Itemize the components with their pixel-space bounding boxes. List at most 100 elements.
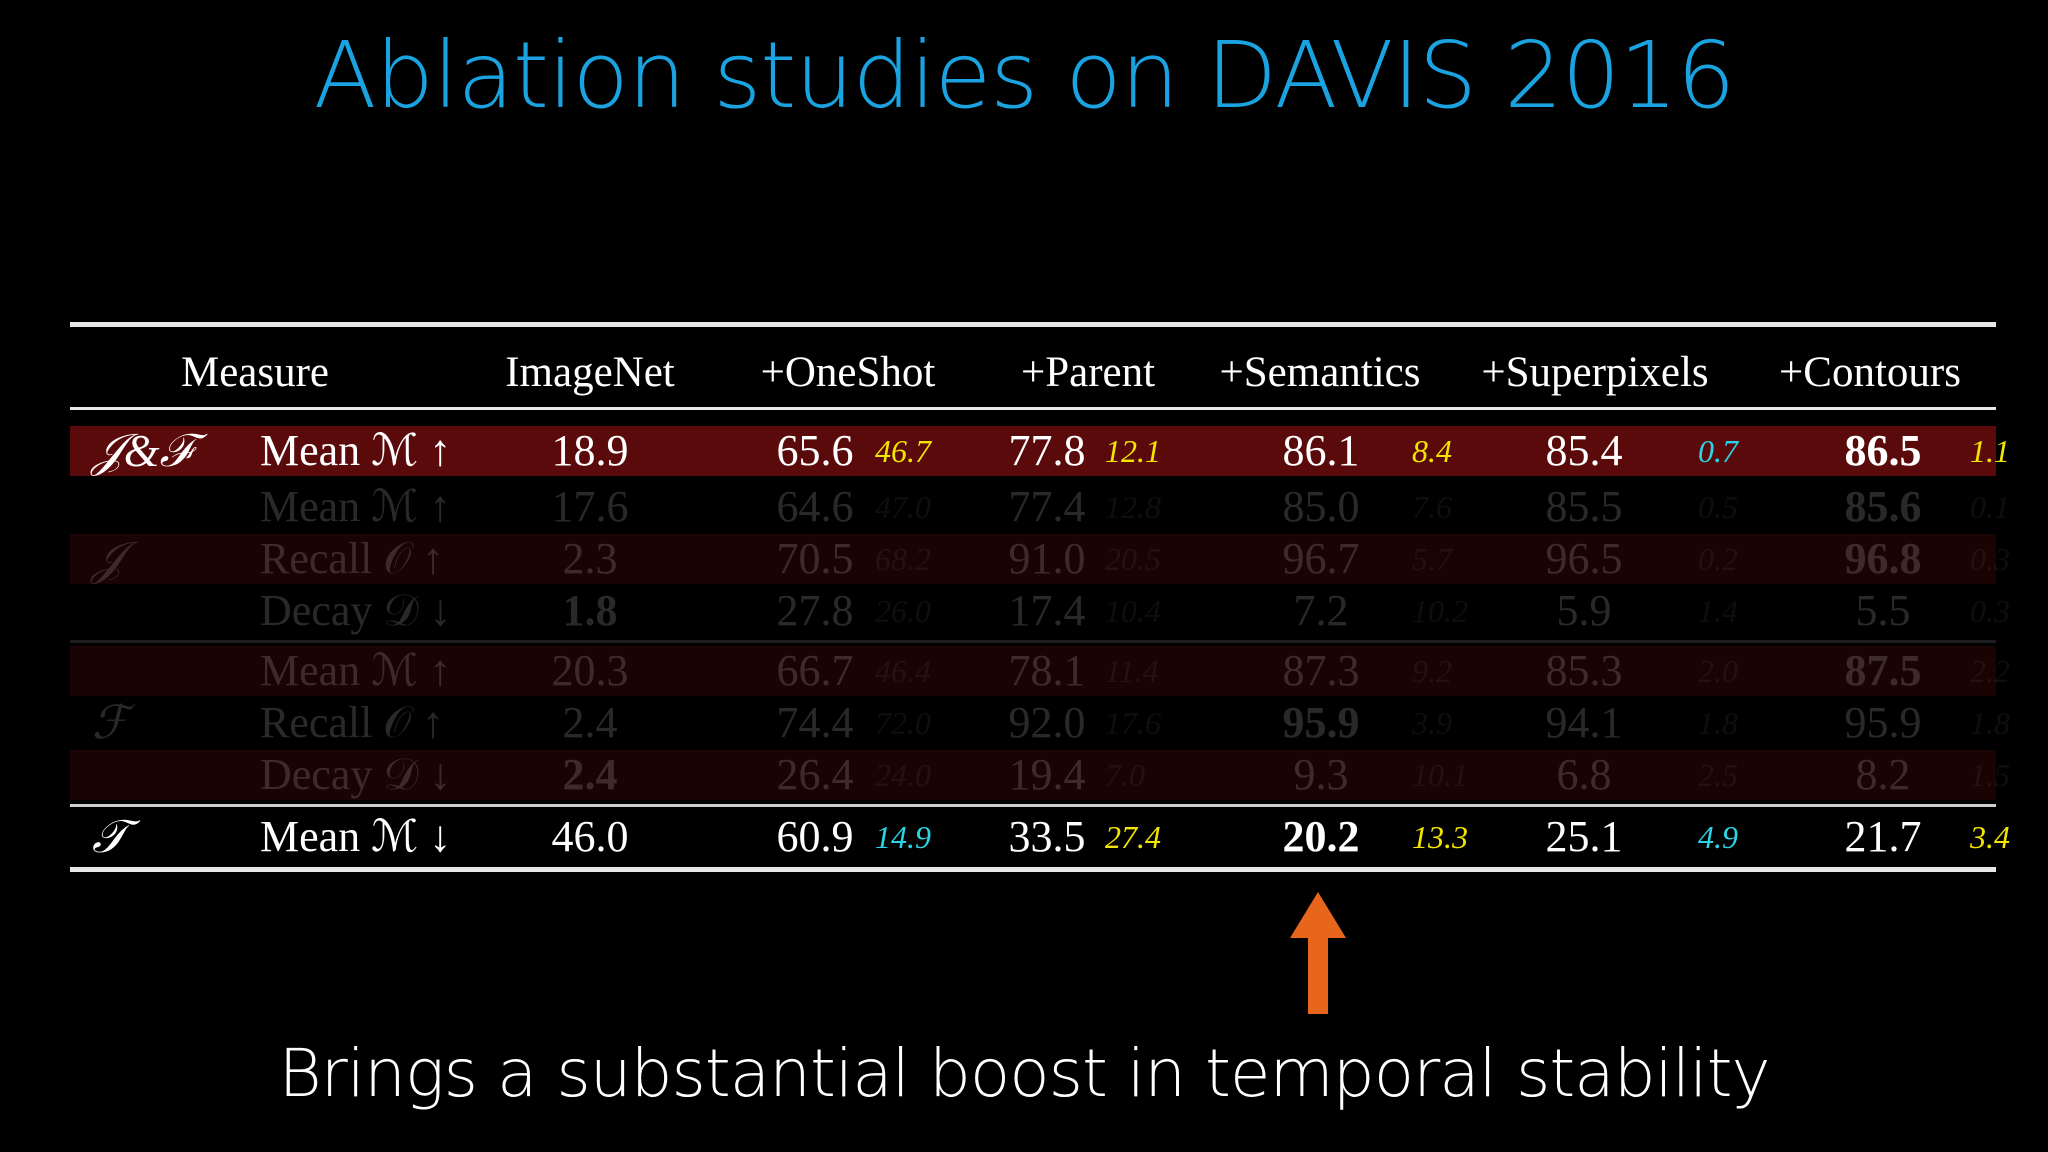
- value-superpixels: 85.5: [1545, 482, 1623, 531]
- group-label: 𝒥: [92, 533, 124, 584]
- slide-title: Ablation studies on DAVIS 2016: [313, 22, 1736, 129]
- diff-parent: 20.5: [1105, 541, 1161, 577]
- value-imagenet: 2.3: [562, 534, 618, 583]
- diff-parent: 12.8: [1105, 489, 1161, 525]
- value-oneshot: 65.6: [776, 426, 854, 475]
- value-superpixels: 85.3: [1545, 646, 1623, 695]
- table-row-j-mean: Mean ℳ ↑ 17.6 64.6 47.0 77.4 12.8 85.0 7…: [70, 482, 2010, 532]
- up-arrow-icon: [1290, 892, 1346, 1014]
- diff-contours: 1.1: [1970, 433, 2010, 469]
- value-semantics: 86.1: [1282, 426, 1360, 475]
- value-contours: 95.9: [1844, 698, 1922, 747]
- value-contours: 85.6: [1844, 482, 1922, 531]
- value-semantics: 95.9: [1282, 698, 1360, 747]
- measure-label: Decay 𝒟 ↓: [260, 750, 452, 799]
- diff-semantics: 13.3: [1412, 819, 1468, 855]
- diff-semantics: 10.2: [1412, 593, 1468, 629]
- value-contours: 5.5: [1855, 586, 1911, 635]
- value-imagenet: 46.0: [551, 812, 629, 861]
- value-parent: 19.4: [1008, 750, 1086, 799]
- diff-parent: 11.4: [1105, 653, 1159, 689]
- value-imagenet: 2.4: [562, 698, 618, 747]
- table-row-f-recall: ℱ Recall 𝒪 ↑ 2.4 74.4 72.0 92.0 17.6 95.…: [70, 697, 2010, 748]
- table-row-f-decay: Decay 𝒟 ↓ 2.4 26.4 24.0 19.4 7.0 9.3 10.…: [70, 750, 2010, 800]
- diff-superpixels: 0.7: [1698, 433, 1738, 469]
- diff-oneshot: 14.9: [875, 819, 931, 855]
- diff-parent: 17.6: [1105, 705, 1161, 741]
- group-label: ℱ: [92, 697, 129, 748]
- diff-parent: 7.0: [1105, 757, 1145, 793]
- value-contours: 21.7: [1844, 812, 1922, 861]
- value-superpixels: 6.8: [1556, 750, 1612, 799]
- value-oneshot: 26.4: [776, 750, 854, 799]
- value-oneshot: 60.9: [776, 812, 854, 861]
- diff-semantics: 3.9: [1412, 705, 1452, 741]
- value-superpixels: 25.1: [1545, 812, 1623, 861]
- value-parent: 91.0: [1008, 534, 1086, 583]
- diff-parent: 27.4: [1105, 819, 1161, 855]
- value-oneshot: 74.4: [776, 698, 854, 747]
- diff-contours: 1.5: [1970, 757, 2010, 793]
- value-semantics: 9.3: [1293, 750, 1349, 799]
- diff-oneshot: 46.4: [875, 653, 931, 689]
- diff-superpixels: 2.5: [1698, 757, 1738, 793]
- diff-oneshot: 26.0: [875, 593, 931, 629]
- value-imagenet: 20.3: [551, 646, 629, 695]
- table-temporal-rule: [70, 804, 1996, 807]
- diff-oneshot: 24.0: [875, 757, 931, 793]
- table-header-rule: [70, 407, 1996, 410]
- diff-superpixels: 0.2: [1698, 541, 1738, 577]
- diff-parent: 10.4: [1105, 593, 1161, 629]
- header-parent: +Parent: [1020, 348, 1156, 396]
- value-parent: 77.4: [1008, 482, 1086, 531]
- diff-semantics: 5.7: [1412, 541, 1452, 577]
- diff-contours: 2.2: [1970, 653, 2010, 689]
- value-parent: 92.0: [1008, 698, 1086, 747]
- value-parent: 33.5: [1008, 812, 1086, 861]
- diff-contours: 1.8: [1970, 705, 2010, 741]
- diff-semantics: 7.6: [1412, 489, 1452, 525]
- value-oneshot: 66.7: [776, 646, 854, 695]
- diff-semantics: 9.2: [1412, 653, 1452, 689]
- value-semantics: 85.0: [1282, 482, 1360, 531]
- diff-superpixels: 1.4: [1698, 593, 1738, 629]
- table-bottom-rule: [70, 867, 1996, 872]
- table-row-t-mean: 𝒯 Mean ℳ ↓ 46.0 60.9 14.9 33.5 27.4 20.2…: [70, 811, 2010, 862]
- diff-contours: 0.1: [1970, 489, 2010, 525]
- measure-label: Mean ℳ ↑: [260, 482, 452, 531]
- measure-label: Decay 𝒟 ↓: [260, 586, 452, 635]
- value-semantics: 96.7: [1282, 534, 1360, 583]
- table-top-rule: [70, 322, 1996, 327]
- value-parent: 17.4: [1008, 586, 1086, 635]
- header-contours: +Contours: [1779, 348, 1961, 396]
- value-parent: 77.8: [1008, 426, 1086, 475]
- value-contours: 8.2: [1855, 750, 1911, 799]
- measure-label: Mean ℳ ↓: [260, 812, 452, 861]
- diff-semantics: 10.1: [1412, 757, 1468, 793]
- group-label: 𝒯: [92, 811, 128, 862]
- diff-contours: 0.3: [1970, 593, 2010, 629]
- value-imagenet: 1.8: [562, 586, 618, 635]
- value-contours: 96.8: [1844, 534, 1922, 583]
- diff-superpixels: 2.0: [1698, 653, 1738, 689]
- measure-label: Mean ℳ ↑: [260, 426, 452, 475]
- value-semantics: 87.3: [1282, 646, 1360, 695]
- diff-superpixels: 0.5: [1698, 489, 1738, 525]
- value-parent: 78.1: [1008, 646, 1086, 695]
- table-header-row: Measure ImageNet +OneShot +Parent +Seman…: [70, 342, 1996, 402]
- value-contours: 87.5: [1844, 646, 1922, 695]
- header-imagenet: ImageNet: [505, 348, 675, 396]
- table-row-jf-mean: 𝒥&ℱ Mean ℳ ↑ 18.9 65.6 46.7 77.8 12.1 86…: [70, 426, 2010, 476]
- diff-oneshot: 46.7: [875, 433, 931, 469]
- table-row-f-mean: Mean ℳ ↑ 20.3 66.7 46.4 78.1 11.4 87.3 9…: [70, 646, 2010, 696]
- value-superpixels: 5.9: [1556, 586, 1612, 635]
- value-contours: 86.5: [1844, 426, 1922, 475]
- diff-contours: 3.4: [1970, 819, 2010, 855]
- value-oneshot: 70.5: [776, 534, 854, 583]
- value-superpixels: 96.5: [1545, 534, 1623, 583]
- diff-oneshot: 68.2: [875, 541, 931, 577]
- value-oneshot: 27.8: [776, 586, 854, 635]
- value-superpixels: 94.1: [1545, 698, 1623, 747]
- value-semantics: 7.2: [1293, 586, 1349, 635]
- value-imagenet: 18.9: [551, 426, 629, 475]
